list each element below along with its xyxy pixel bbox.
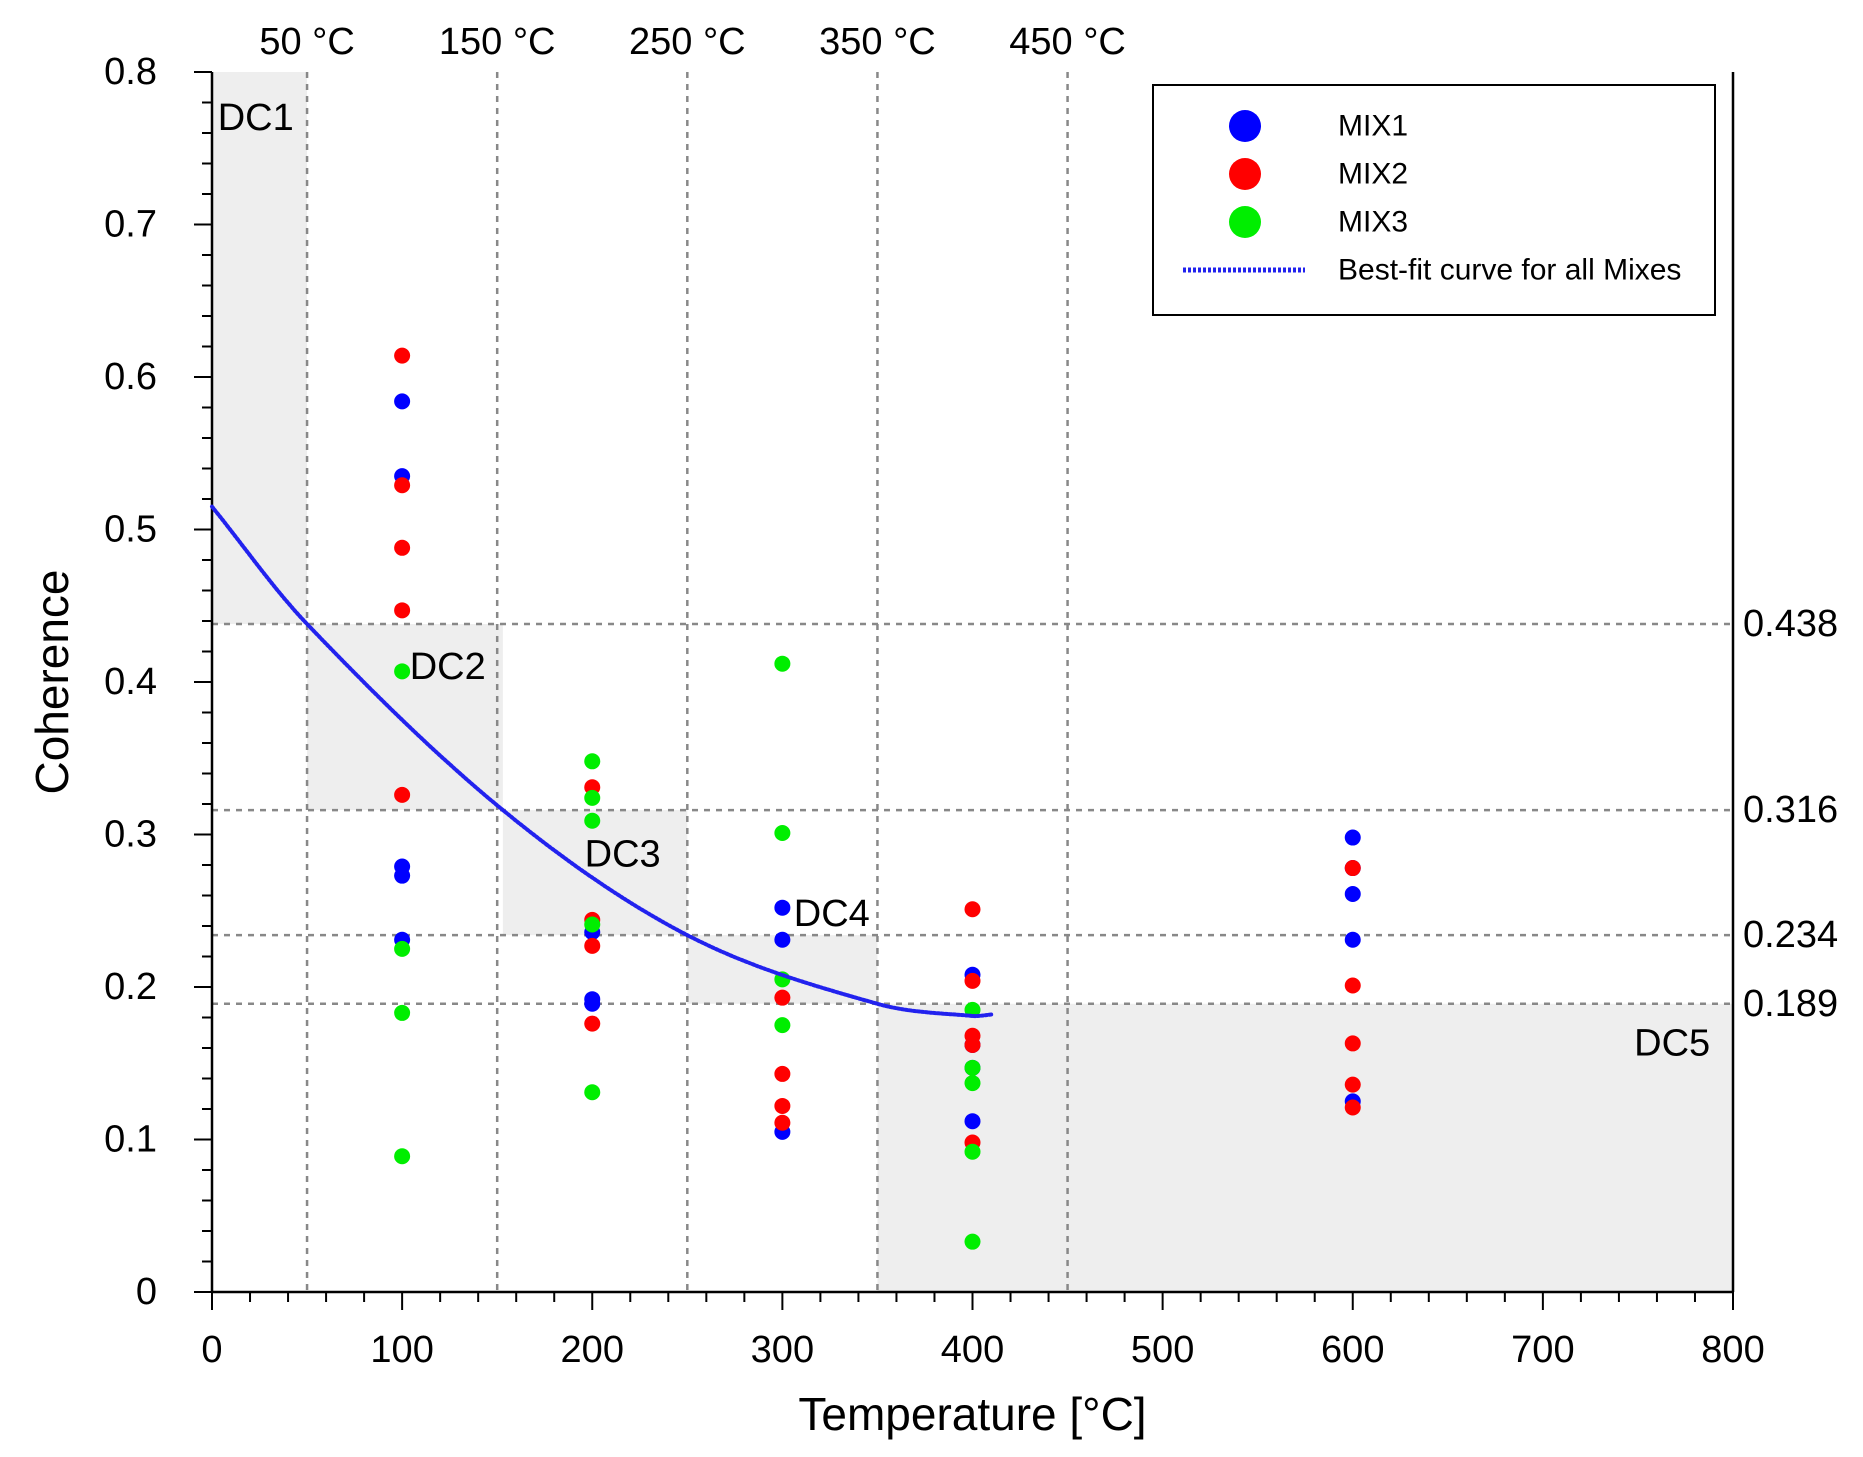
threshold-label: 0.234 <box>1743 914 1838 956</box>
point-mix2 <box>774 1065 791 1082</box>
point-mix1 <box>394 393 411 410</box>
region-label-dc3: DC3 <box>585 833 661 875</box>
point-mix3 <box>774 824 791 841</box>
x-tick-label: 700 <box>1511 1329 1574 1371</box>
point-mix2 <box>394 539 411 556</box>
region-dc1 <box>212 72 308 625</box>
point-mix2 <box>964 972 981 989</box>
fit-curve-group <box>210 504 994 1019</box>
point-mix2 <box>774 989 791 1006</box>
point-mix3 <box>394 1148 411 1165</box>
x-tick-label: 100 <box>370 1329 433 1371</box>
point-mix3 <box>964 1143 981 1160</box>
point-mix3 <box>964 1075 981 1092</box>
x-axis-title: Temperature [°C] <box>798 1388 1146 1440</box>
point-mix2 <box>394 477 411 494</box>
point-mix3 <box>584 916 601 933</box>
point-mix2 <box>1344 977 1361 994</box>
point-mix3 <box>774 655 791 672</box>
point-mix1 <box>774 899 791 916</box>
y-tick-label: 0.8 <box>104 51 157 93</box>
y-tick-label: 0.1 <box>104 1119 157 1161</box>
region-label-dc4: DC4 <box>794 893 870 935</box>
legend-marker-mix2 <box>1229 158 1261 190</box>
x-tick-label: 300 <box>751 1329 814 1371</box>
axis-labels: 0 100 200 300 400 500 600 700 800 0 0.1 0.2 0.3 0.4 0.… <box>26 21 1838 1440</box>
point-mix2 <box>774 1097 791 1114</box>
threshold-label: 0.438 <box>1743 603 1838 645</box>
y-tick-label: 0.2 <box>104 966 157 1008</box>
region-labels: DC1 DC2 DC3 DC4 DC5 <box>218 97 1710 1065</box>
point-mix2 <box>394 602 411 619</box>
y-axis-title: Coherence <box>26 569 78 794</box>
point-mix3 <box>394 940 411 957</box>
point-mix2 <box>394 347 411 364</box>
point-mix1 <box>774 931 791 948</box>
legend-marker-mix3 <box>1229 206 1261 238</box>
top-temperature-label: 50 °C <box>259 21 354 63</box>
point-mix2 <box>1344 1076 1361 1093</box>
point-mix1 <box>1344 931 1361 948</box>
point-mix3 <box>394 1004 411 1021</box>
point-mix2 <box>584 937 601 954</box>
point-mix3 <box>394 663 411 680</box>
legend: MIX1 MIX2 MIX3 Best-fit curve for all Mixes <box>1152 84 1716 316</box>
top-temperature-label: 250 °C <box>629 21 746 63</box>
y-tick-label: 0 <box>136 1271 157 1313</box>
legend-label: Best-fit curve for all Mixes <box>1338 254 1681 287</box>
legend-marker-mix1 <box>1229 110 1261 142</box>
threshold-label: 0.316 <box>1743 789 1838 831</box>
legend-label: MIX2 <box>1338 158 1408 191</box>
top-temperature-label: 150 °C <box>439 21 556 63</box>
point-mix2 <box>964 1036 981 1053</box>
y-tick-label: 0.7 <box>104 204 157 246</box>
x-tick-label: 600 <box>1321 1329 1384 1371</box>
point-mix3 <box>964 1059 981 1076</box>
x-tick-label: 800 <box>1701 1329 1764 1371</box>
point-mix2 <box>1344 860 1361 877</box>
axis-ticks <box>194 71 1734 1310</box>
point-mix3 <box>584 1084 601 1101</box>
point-mix1 <box>394 867 411 884</box>
point-mix1 <box>964 1113 981 1130</box>
y-tick-label: 0.5 <box>104 509 157 551</box>
best-fit-curve <box>210 504 994 1019</box>
y-tick-label: 0.6 <box>104 356 157 398</box>
point-mix3 <box>584 812 601 829</box>
legend-label: MIX1 <box>1338 110 1408 143</box>
region-dc5 <box>877 1003 1733 1292</box>
point-mix3 <box>584 753 601 770</box>
x-tick-label: 200 <box>561 1329 624 1371</box>
y-tick-label: 0.3 <box>104 814 157 856</box>
point-mix1 <box>1344 885 1361 902</box>
point-mix2 <box>1344 1035 1361 1052</box>
y-tick-label: 0.4 <box>104 661 157 703</box>
region-label-dc2: DC2 <box>410 646 486 688</box>
region-label-dc1: DC1 <box>218 97 294 139</box>
point-mix2 <box>584 1015 601 1032</box>
point-mix2 <box>1344 1099 1361 1116</box>
point-mix2 <box>394 786 411 803</box>
region-label-dc5: DC5 <box>1634 1022 1710 1064</box>
top-temperature-label: 350 °C <box>819 21 936 63</box>
point-mix2 <box>964 901 981 918</box>
x-tick-label: 0 <box>201 1329 222 1371</box>
threshold-label: 0.189 <box>1743 983 1838 1025</box>
point-mix3 <box>964 1233 981 1250</box>
point-mix1 <box>1344 829 1361 846</box>
x-tick-label: 500 <box>1131 1329 1194 1371</box>
point-mix2 <box>774 1114 791 1131</box>
point-mix3 <box>774 1017 791 1034</box>
point-mix3 <box>584 789 601 806</box>
x-tick-label: 400 <box>941 1329 1004 1371</box>
top-temperature-label: 450 °C <box>1009 21 1126 63</box>
legend-label: MIX3 <box>1338 206 1408 239</box>
point-mix1 <box>584 995 601 1012</box>
